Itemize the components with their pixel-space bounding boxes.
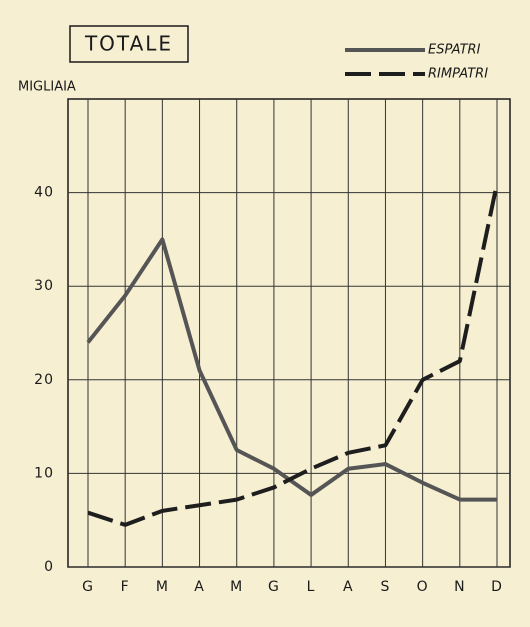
y-tick-label: 40 [34,185,54,201]
data-line [86,237,497,502]
legend-label: ESPATRI [428,43,481,58]
x-tick-label: G [268,579,280,595]
x-tick-label: N [454,579,465,595]
x-tick-label: D [491,579,503,595]
x-tick-label: F [121,579,130,595]
y-tick-label: 0 [44,559,54,575]
legend-label: RIMPATRI [428,67,488,82]
y-tick-label: 30 [34,278,54,294]
x-tick-label: O [417,579,429,595]
chart-title: TOTALE [84,32,173,56]
title-box [69,25,189,63]
x-tick-label: G [82,579,94,595]
data-line [87,182,499,527]
x-tick-label: S [381,579,391,595]
y-tick-label: 20 [34,372,54,388]
x-tick-label: M [230,579,243,595]
y-tick-label: 10 [34,465,54,481]
x-tick-label: L [307,579,316,595]
x-tick-label: A [343,579,354,595]
x-tick-label: M [156,579,169,595]
y-axis-label: MIGLIAIA [18,80,76,95]
x-tick-label: A [194,579,205,595]
